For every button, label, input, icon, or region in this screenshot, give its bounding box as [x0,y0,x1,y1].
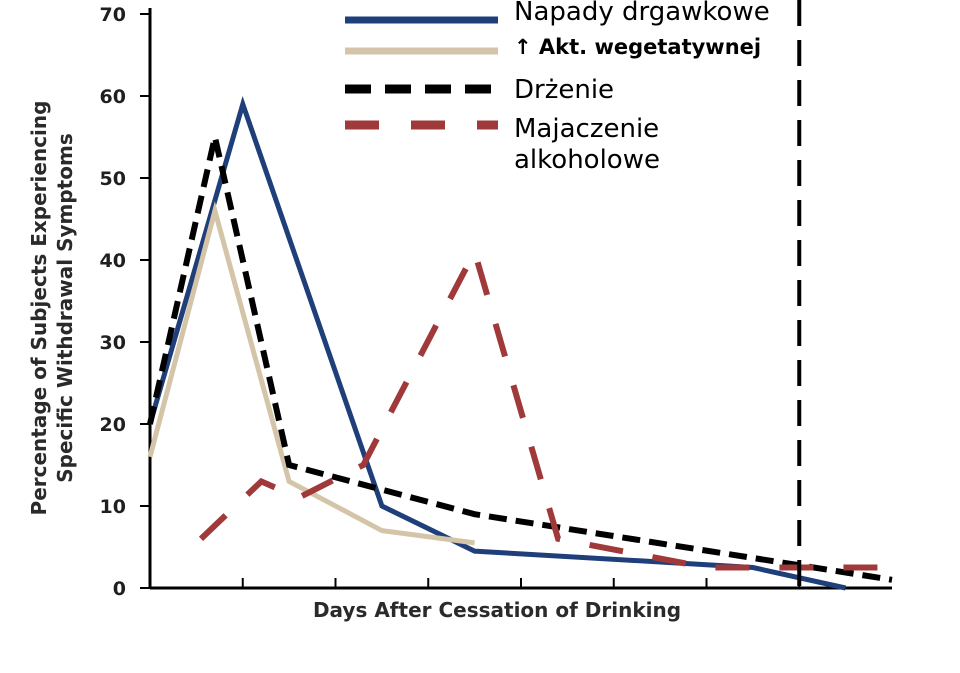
y-axis-label: Percentage of Subjects Experiencing Speci… [27,101,77,516]
y-tick-label: 40 [100,250,126,272]
y-tick-label: 60 [100,86,126,108]
y-tick-label: 70 [100,4,126,26]
y-tick-label: 10 [100,496,126,518]
series-line-4 [198,243,892,571]
series-line-1 [147,95,847,591]
legend-label-4: Majaczenie alkoholowe [514,114,660,175]
series-layer [147,95,893,591]
legend-label-3: Drżenie [514,75,614,105]
legend-label-1: Napady drgawkowe [514,0,770,27]
legend: Napady drgawkowe ↑ Akt. wegetatywnej Drżen… [345,0,770,175]
series-line-3 [147,136,893,583]
x-axis-label: Days After Cessation of Drinking [313,598,681,622]
y-tick-label: 30 [100,332,126,354]
series-line-2 [147,201,475,546]
y-tick-label: 20 [100,414,126,436]
legend-label-2: ↑ Akt. wegetatywnej [514,35,761,59]
x-axis-ticks [241,578,801,588]
y-axis-ticks: 0 10 20 30 40 50 60 70 [100,4,150,600]
y-tick-label: 50 [100,168,126,190]
y-tick-label: 0 [113,578,126,600]
